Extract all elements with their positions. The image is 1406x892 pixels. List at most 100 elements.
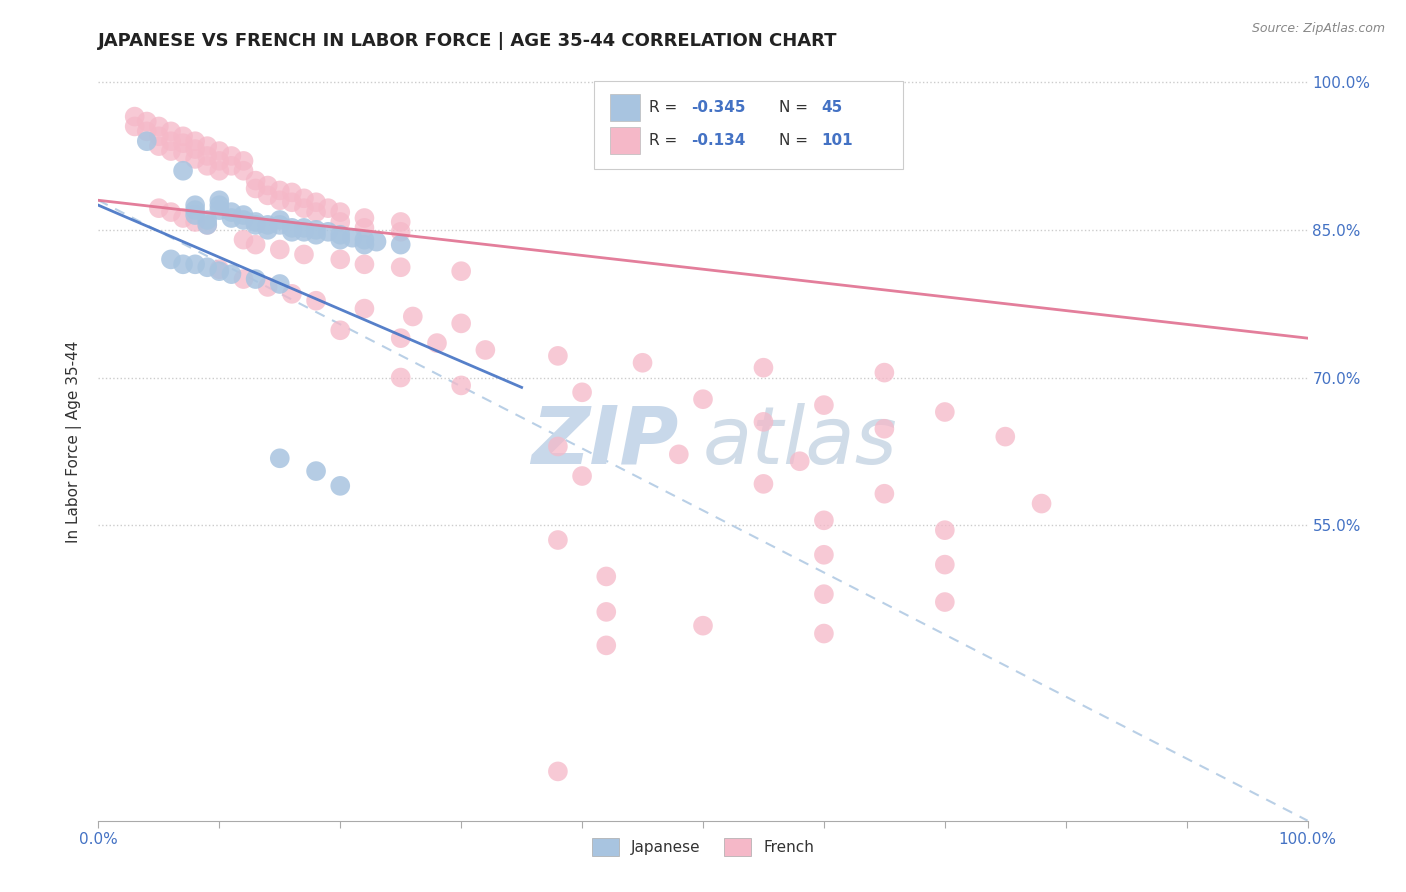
Point (245, 272, 267, 286)
Text: N =: N = (779, 100, 813, 115)
Point (245, 181, 267, 195)
Point (547, 764, 569, 779)
Point (184, 152, 207, 166)
Point (450, 317, 472, 331)
Point (195, 139, 218, 153)
Point (426, 336, 449, 351)
Point (752, 415, 775, 429)
Point (292, 191, 315, 205)
Point (124, 110, 146, 124)
Text: R =: R = (648, 133, 682, 148)
Point (245, 237, 267, 252)
Point (245, 218, 267, 232)
Text: -0.345: -0.345 (690, 100, 745, 115)
Point (195, 159, 218, 173)
FancyBboxPatch shape (595, 81, 903, 169)
Point (389, 260, 412, 275)
Point (292, 220, 315, 235)
Point (631, 356, 654, 370)
Point (184, 142, 207, 156)
Point (813, 398, 835, 412)
Point (269, 194, 291, 208)
Point (595, 605, 617, 619)
Point (160, 144, 183, 158)
Point (269, 277, 291, 291)
Point (208, 194, 231, 208)
Text: R =: R = (648, 100, 682, 115)
Point (208, 203, 231, 218)
Point (789, 454, 811, 468)
Point (595, 569, 617, 583)
Point (269, 218, 291, 232)
Text: Source: ZipAtlas.com: Source: ZipAtlas.com (1251, 22, 1385, 36)
Point (934, 523, 956, 537)
Point (208, 262, 231, 277)
Point (232, 153, 254, 168)
Point (547, 440, 569, 454)
Point (813, 513, 835, 527)
Point (389, 225, 412, 239)
Point (305, 293, 328, 308)
Point (208, 198, 231, 212)
Point (195, 213, 218, 227)
Point (208, 163, 231, 178)
Point (172, 211, 194, 225)
FancyBboxPatch shape (610, 94, 640, 120)
Point (184, 208, 207, 222)
Point (934, 595, 956, 609)
Point (305, 464, 328, 478)
Point (184, 215, 207, 229)
Point (692, 618, 714, 632)
Point (232, 213, 254, 227)
Point (195, 218, 218, 232)
Point (172, 257, 194, 271)
Point (195, 149, 218, 163)
Point (124, 120, 146, 134)
Point (934, 405, 956, 419)
Point (184, 134, 207, 148)
Point (305, 223, 328, 237)
Point (353, 237, 375, 252)
Point (184, 257, 207, 271)
Point (256, 223, 278, 237)
Point (281, 220, 304, 235)
Point (873, 366, 896, 380)
Text: -0.134: -0.134 (690, 133, 745, 148)
Point (245, 173, 267, 187)
Point (353, 257, 375, 271)
Point (232, 208, 254, 222)
Point (450, 264, 472, 278)
Point (329, 227, 352, 242)
Point (281, 186, 304, 200)
Point (692, 392, 714, 407)
Point (135, 124, 157, 138)
Point (305, 205, 328, 219)
Point (353, 220, 375, 235)
FancyBboxPatch shape (610, 127, 640, 154)
Point (208, 144, 231, 158)
Point (329, 233, 352, 247)
Point (316, 225, 339, 239)
Point (256, 188, 278, 202)
Y-axis label: In Labor Force | Age 35-44: In Labor Force | Age 35-44 (66, 341, 83, 542)
Point (353, 233, 375, 247)
Point (184, 198, 207, 212)
Point (160, 205, 183, 219)
Point (994, 429, 1017, 443)
Point (245, 215, 267, 229)
Point (316, 201, 339, 215)
Point (813, 548, 835, 562)
Point (135, 114, 157, 128)
Point (305, 227, 328, 242)
Point (873, 487, 896, 501)
Point (232, 272, 254, 286)
Point (402, 310, 425, 324)
Point (595, 639, 617, 653)
Point (292, 225, 315, 239)
Point (752, 476, 775, 491)
Point (873, 422, 896, 436)
Point (172, 136, 194, 151)
Point (813, 587, 835, 601)
Point (208, 153, 231, 168)
Point (184, 203, 207, 218)
